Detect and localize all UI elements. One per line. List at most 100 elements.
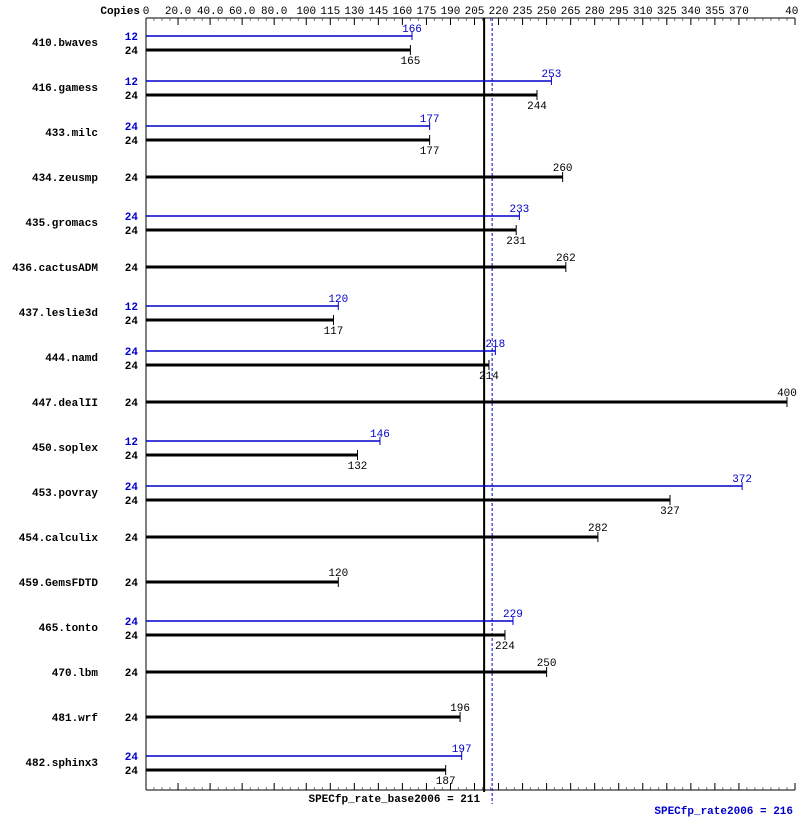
value-peak: 229: [503, 609, 523, 621]
copies-base: 24: [125, 46, 139, 58]
copies-header: Copies: [100, 6, 140, 18]
copies-base: 24: [125, 136, 139, 148]
value-base: 117: [324, 326, 344, 338]
copies-peak: 12: [125, 302, 138, 314]
copies-peak: 24: [125, 617, 139, 629]
benchmark-name: 454.calculix: [19, 533, 99, 545]
benchmark-name: 435.gromacs: [25, 218, 98, 230]
value-base: 260: [553, 163, 573, 175]
copies-base: 24: [125, 533, 139, 545]
copies-peak: 24: [125, 752, 139, 764]
value-peak: 146: [370, 429, 390, 441]
copies-base: 24: [125, 263, 139, 275]
xtick-label: 340: [681, 6, 701, 18]
value-base: 250: [537, 658, 557, 670]
value-peak: 166: [402, 24, 422, 36]
value-base: 282: [588, 523, 608, 535]
xtick-label: 100: [296, 6, 316, 18]
copies-peak: 24: [125, 212, 139, 224]
copies-base: 24: [125, 361, 139, 373]
benchmark-name: 470.lbm: [52, 668, 99, 680]
benchmark-name: 482.sphinx3: [25, 758, 98, 770]
xtick-label: 235: [513, 6, 533, 18]
value-peak: 372: [732, 474, 752, 486]
xtick-label: 405: [785, 6, 799, 18]
value-base: 120: [328, 568, 348, 580]
value-base: 214: [479, 371, 499, 383]
benchmark-name: 434.zeusmp: [32, 173, 98, 185]
chart-svg: 0 20.0 40.0 60.0 80.0 100 115 130 145 160 175 190 20…: [0, 0, 799, 831]
xtick-label: 265: [561, 6, 581, 18]
xtick-label: 80.0: [261, 6, 287, 18]
benchmark-name: 481.wrf: [52, 713, 99, 725]
xtick-label: 60.0: [229, 6, 255, 18]
value-base: 262: [556, 253, 576, 265]
copies-base: 24: [125, 713, 139, 725]
benchmark-name: 459.GemsFDTD: [19, 578, 99, 590]
value-peak: 120: [328, 294, 348, 306]
copies-base: 24: [125, 578, 139, 590]
xtick-label: 250: [537, 6, 557, 18]
xtick-label: 325: [657, 6, 677, 18]
benchmark-name: 444.namd: [45, 353, 98, 365]
xtick-label: 175: [417, 6, 437, 18]
value-base: 224: [495, 641, 515, 653]
copies-peak: 12: [125, 32, 138, 44]
xtick-label: 160: [392, 6, 412, 18]
value-peak: 218: [485, 339, 505, 351]
copies-base: 24: [125, 398, 139, 410]
xtick-label: 310: [633, 6, 653, 18]
copies-base: 24: [125, 496, 139, 508]
xtick-label: 370: [729, 6, 749, 18]
benchmark-name: 465.tonto: [39, 623, 99, 635]
value-base: 165: [401, 56, 421, 68]
benchmark-name: 450.soplex: [32, 443, 98, 455]
value-peak: 177: [420, 114, 440, 126]
xtick-label: 130: [344, 6, 364, 18]
value-base: 327: [660, 506, 680, 518]
spec-chart: 0 20.0 40.0 60.0 80.0 100 115 130 145 160 175 190 20…: [0, 0, 799, 831]
benchmark-name: 416.gamess: [32, 83, 98, 95]
benchmark-name: 410.bwaves: [32, 38, 98, 50]
value-peak: 233: [509, 204, 529, 216]
value-base: 244: [527, 101, 547, 113]
value-base: 231: [506, 236, 526, 248]
copies-base: 24: [125, 316, 139, 328]
value-base: 187: [436, 776, 456, 788]
xtick-label: 280: [585, 6, 605, 18]
benchmark-name: 453.povray: [32, 488, 98, 500]
xtick-label: 0: [143, 6, 150, 18]
xtick-label: 20.0: [165, 6, 191, 18]
copies-peak: 24: [125, 482, 139, 494]
value-base: 400: [777, 388, 797, 400]
copies-peak: 24: [125, 122, 139, 134]
benchmark-name: 447.dealII: [32, 398, 98, 410]
copies-base: 24: [125, 631, 139, 643]
xtick-label: 295: [609, 6, 629, 18]
value-peak: 253: [542, 69, 562, 81]
xtick-label: 40.0: [197, 6, 223, 18]
copies-base: 24: [125, 91, 139, 103]
ref-label-peak: SPECfp_rate2006 = 216: [654, 806, 793, 818]
copies-peak: 12: [125, 77, 138, 89]
copies-base: 24: [125, 668, 139, 680]
xtick-label: 190: [441, 6, 461, 18]
value-base: 132: [348, 461, 368, 473]
copies-base: 24: [125, 173, 139, 185]
xtick-label: 145: [368, 6, 388, 18]
copies-base: 24: [125, 451, 139, 463]
copies-peak: 24: [125, 347, 139, 359]
xtick-label: 355: [705, 6, 725, 18]
value-base: 177: [420, 146, 440, 158]
value-peak: 197: [452, 744, 472, 756]
copies-peak: 12: [125, 437, 138, 449]
value-base: 196: [450, 703, 470, 715]
ref-label-base: SPECfp_rate_base2006 = 211: [308, 794, 480, 806]
xtick-label: 220: [489, 6, 509, 18]
xtick-label: 205: [465, 6, 485, 18]
benchmark-name: 437.leslie3d: [19, 308, 98, 320]
copies-base: 24: [125, 226, 139, 238]
copies-base: 24: [125, 766, 139, 778]
xtick-label: 115: [320, 6, 340, 18]
benchmark-name: 436.cactusADM: [12, 263, 98, 275]
